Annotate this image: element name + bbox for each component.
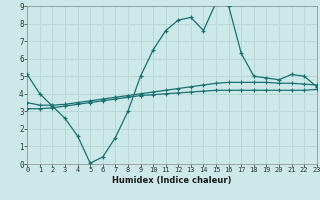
X-axis label: Humidex (Indice chaleur): Humidex (Indice chaleur) [112,176,232,185]
